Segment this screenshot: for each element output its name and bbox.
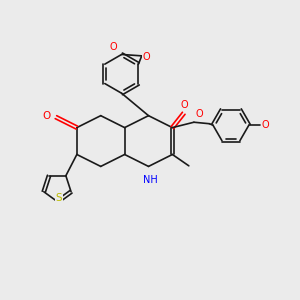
Text: O: O: [142, 52, 150, 62]
Text: S: S: [56, 193, 62, 203]
Text: O: O: [110, 42, 117, 52]
Text: O: O: [43, 111, 51, 121]
Text: O: O: [195, 109, 203, 118]
Text: O: O: [262, 120, 270, 130]
Text: O: O: [181, 100, 188, 110]
Text: NH: NH: [142, 175, 158, 185]
